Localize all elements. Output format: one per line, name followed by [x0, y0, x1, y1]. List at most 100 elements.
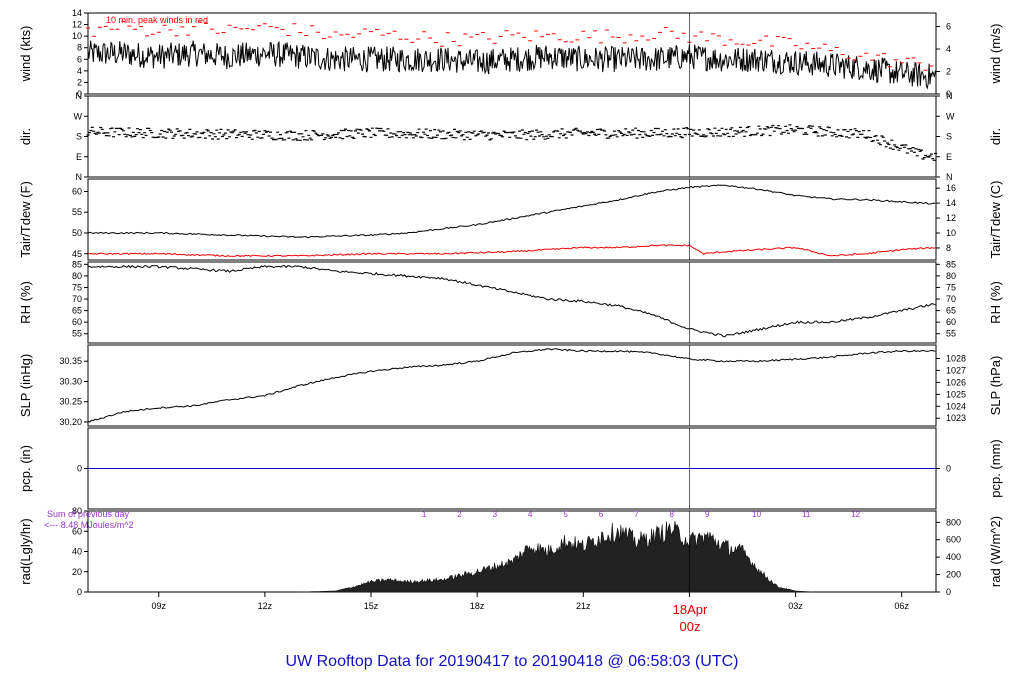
wind-left-tick-label: 12 — [72, 20, 82, 30]
wind-right-axis-label: wind (m/s) — [988, 24, 1003, 85]
pcp-left-tick-label: 0 — [77, 464, 82, 474]
dir-right-tick-label: N — [946, 91, 953, 101]
wind-right-tick-label: 6 — [946, 22, 951, 32]
chart-title: UW Rooftop Data for 20190417 to 20190418… — [286, 653, 739, 670]
radiation-hour-label: 2 — [457, 510, 462, 519]
rad-right-tick-label: 0 — [946, 587, 951, 597]
dir-right-tick-label: E — [946, 152, 952, 162]
pcp-right-tick-label: 0 — [946, 464, 951, 474]
panel-slp: SLP (inHg) SLP (hPa) 30.20 30.25 30.30 30.35 1… — [18, 344, 1003, 427]
x-tick-label: 12z — [258, 601, 273, 611]
rad-left-tick-label: 20 — [72, 567, 82, 577]
wind-left-axis-label: wind (kts) — [18, 26, 33, 83]
rad-right-tick-label: 200 — [946, 570, 961, 580]
x-tick-label: 06z — [894, 601, 909, 611]
dir-left-tick-label: E — [76, 152, 82, 162]
temp-left-tick-label: 60 — [72, 186, 82, 196]
radiation-hour-label: 7 — [634, 510, 639, 519]
dir-right-tick-label: W — [946, 111, 955, 121]
wind-peak-marks — [86, 21, 934, 71]
dir-right-tick-label: N — [946, 172, 953, 182]
wind-left-tick-label: 10 — [72, 31, 82, 41]
dir-left-tick-label: W — [74, 111, 83, 121]
dir-right-axis-label: dir. — [988, 128, 1003, 145]
rh-left-tick-label: 65 — [72, 306, 82, 316]
rh-right-tick-label: 75 — [946, 282, 956, 292]
slp-left-tick-label: 30.20 — [59, 417, 82, 427]
slp-right-tick-label: 1023 — [946, 413, 966, 423]
slp-frame — [87, 344, 937, 427]
x-tick-label: 21z — [576, 601, 591, 611]
temp-frame — [87, 178, 937, 261]
rh-right-tick-label: 55 — [946, 329, 956, 339]
x-tick-label: 15z — [364, 601, 379, 611]
radiation-hour-label: 4 — [528, 510, 533, 519]
radiation-hour-label: 5 — [563, 510, 568, 519]
pcp-right-axis-label: pcp. (mm) — [988, 439, 1003, 498]
radiation-hour-label: 1 — [422, 510, 427, 519]
wind-direction-points — [86, 124, 938, 161]
wind-right-tick-label: 2 — [946, 67, 951, 77]
panel-pcp: pcp. (in) pcp. (mm) 0 0 — [18, 427, 1003, 510]
temp-right-tick-label: 8 — [946, 243, 951, 253]
x-tick-label: 03z — [788, 601, 803, 611]
wind-left-tick-label: 0 — [77, 89, 82, 99]
temp-right-tick-label: 14 — [946, 198, 956, 208]
rh-right-axis-label: RH (%) — [988, 281, 1003, 324]
temp-left-tick-label: 45 — [72, 249, 82, 259]
wind-left-tick-label: 14 — [72, 8, 82, 18]
rad-right-axis-label: rad (W/m^2) — [988, 516, 1003, 587]
rad-left-tick-label: 60 — [72, 526, 82, 536]
radiation-sum-label: Sum of previous day — [47, 509, 130, 519]
x-tick-label: 09z — [151, 601, 166, 611]
rh-left-tick-label: 55 — [72, 329, 82, 339]
date-sub-label: 00z — [680, 619, 701, 634]
wind-peak-annotation: 10 min. peak winds in red — [106, 15, 208, 25]
radiation-hour-label: 9 — [705, 510, 710, 519]
dir-right-tick-label: S — [946, 132, 952, 142]
radiation-hour-label: 3 — [493, 510, 498, 519]
rh-right-tick-label: 85 — [946, 259, 956, 269]
wind-left-tick-label: 6 — [77, 54, 82, 64]
slp-right-tick-label: 1026 — [946, 377, 966, 387]
radiation-hour-label: 11 — [802, 510, 811, 519]
dir-left-tick-label: N — [76, 91, 83, 101]
slp-right-axis-label: SLP (hPa) — [988, 356, 1003, 416]
rad-right-tick-label: 400 — [946, 552, 961, 562]
temp-left-axis-label: Tair/Tdew (F) — [18, 181, 33, 258]
temp-right-tick-label: 16 — [946, 183, 956, 193]
slp-left-axis-label: SLP (inHg) — [18, 354, 33, 417]
air-temperature-line — [87, 184, 936, 239]
radiation-area — [300, 520, 814, 593]
rad-right-tick-label: 600 — [946, 535, 961, 545]
wind-left-tick-label: 2 — [77, 77, 82, 87]
wind-speed-line — [87, 40, 936, 90]
slp-right-tick-label: 1028 — [946, 353, 966, 363]
rad-right-tick-label: 800 — [946, 517, 961, 527]
radiation-hour-label: 8 — [670, 510, 675, 519]
rh-line — [87, 264, 936, 338]
rad-left-tick-label: 40 — [72, 547, 82, 557]
wind-left-tick-label: 8 — [77, 43, 82, 53]
rh-frame — [87, 261, 937, 344]
slp-right-tick-label: 1025 — [946, 389, 966, 399]
temp-left-tick-label: 50 — [72, 228, 82, 238]
rh-left-tick-label: 85 — [72, 259, 82, 269]
rad-left-tick-label: 0 — [77, 587, 82, 597]
panel-rad: rad(Lgly/hr) rad (W/m^2)02040608002004006… — [18, 506, 1003, 597]
slp-line — [87, 348, 936, 423]
rh-left-tick-label: 75 — [72, 282, 82, 292]
wind-right-tick-label: 0 — [946, 89, 951, 99]
date-label: 18Apr — [673, 602, 708, 617]
slp-right-tick-label: 1027 — [946, 365, 966, 375]
wind-right-tick-label: 4 — [946, 44, 951, 54]
radiation-sum-value: <--- 8.48 MJoules/m^2 — [44, 520, 134, 530]
dir-left-axis-label: dir. — [18, 128, 33, 145]
temp-right-tick-label: 10 — [946, 228, 956, 238]
rh-right-tick-label: 70 — [946, 294, 956, 304]
rad-left-tick-label: 80 — [72, 506, 82, 516]
rh-left-tick-label: 60 — [72, 317, 82, 327]
